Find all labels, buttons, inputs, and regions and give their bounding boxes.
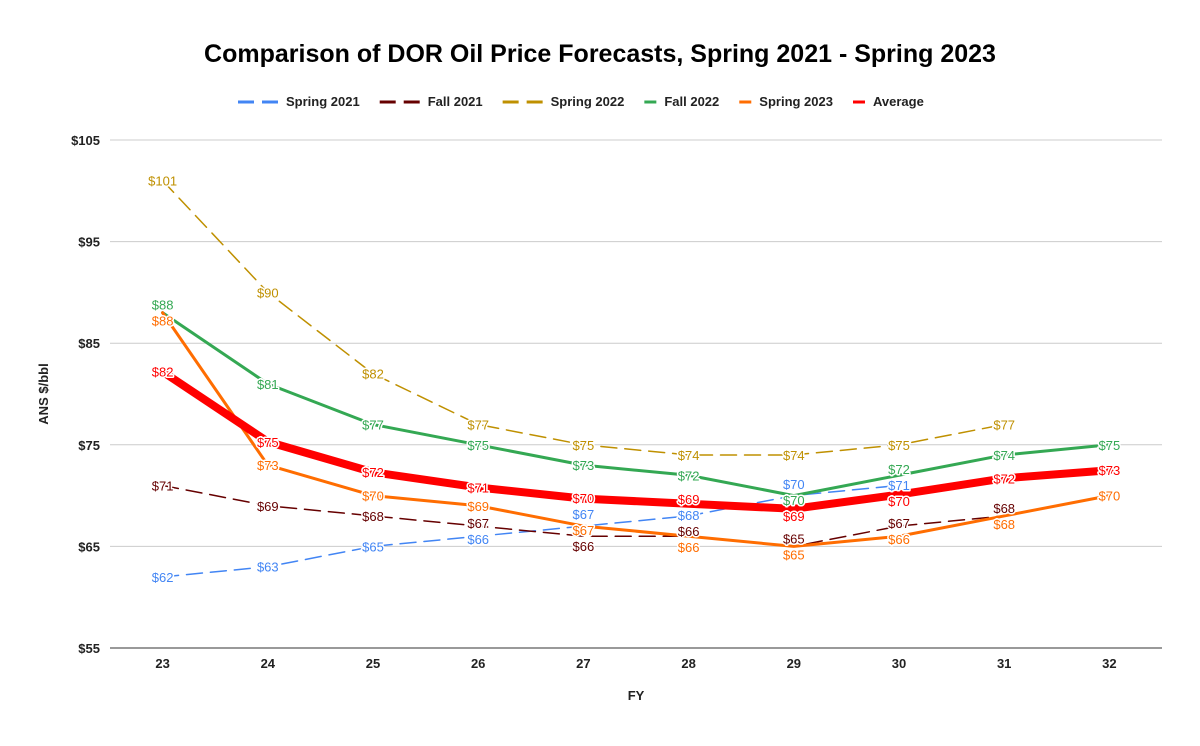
- data-label: $101: [148, 174, 177, 189]
- legend-item: Average: [852, 94, 924, 109]
- data-label: $67: [467, 516, 489, 531]
- x-tick-label: 28: [681, 656, 695, 671]
- data-label: $77: [362, 417, 384, 432]
- series-line-spring-2022: [161, 179, 1005, 456]
- data-label: $68: [993, 501, 1015, 516]
- data-label: $68: [993, 517, 1015, 532]
- series-lines: [158, 179, 1114, 578]
- data-label: $71: [152, 478, 174, 493]
- x-axis-ticks: 23 24 25 26 27 28 29 30 31 32: [155, 656, 1116, 671]
- x-tick-label: 24: [261, 656, 276, 671]
- data-label: $63: [257, 560, 279, 575]
- data-label: $88: [152, 298, 174, 313]
- data-label: $65: [362, 539, 384, 554]
- data-label: $71: [467, 480, 489, 495]
- legend-label: Average: [873, 94, 924, 109]
- legend: Spring 2021 Fall 2021 Spring 2022 Fall 2022…: [238, 94, 924, 109]
- data-label: $72: [888, 462, 910, 477]
- data-label: $82: [152, 365, 174, 380]
- series-line-average: [158, 367, 1114, 513]
- data-label: $77: [993, 417, 1015, 432]
- data-label: $74: [993, 448, 1015, 463]
- data-label: $69: [678, 492, 700, 507]
- data-label: $82: [362, 367, 384, 382]
- data-label: $77: [467, 417, 489, 432]
- x-tick-label: 23: [155, 656, 169, 671]
- data-label: $70: [888, 494, 910, 509]
- y-tick-label: $105: [71, 133, 100, 148]
- series-line-fall-2021: [161, 484, 1005, 548]
- legend-item: Spring 2023: [739, 94, 833, 109]
- data-label: $70: [783, 477, 805, 492]
- data-labels: $62$63$65 $66$67 $68$70 $71$71$69$68 $67$66$…: [147, 172, 1122, 586]
- legend-label: Spring 2021: [286, 94, 360, 109]
- data-label: $73: [257, 458, 279, 473]
- y-tick-label: $75: [78, 438, 100, 453]
- data-label: $73: [573, 458, 595, 473]
- chart-title: Comparison of DOR Oil Price Forecasts, S…: [204, 40, 996, 68]
- y-axis-label: ANS $/bbl: [36, 363, 51, 424]
- data-label: $71: [888, 478, 910, 493]
- y-tick-label: $85: [78, 336, 100, 351]
- y-axis-ticks: $55 $65 $75 $85 $95 $105: [71, 133, 100, 656]
- x-tick-label: 29: [787, 656, 801, 671]
- data-label: $74: [783, 448, 805, 463]
- x-tick-label: 25: [366, 656, 380, 671]
- series-line-spring-2023: [161, 311, 1111, 548]
- data-label: $67: [573, 507, 595, 522]
- data-label: $75: [573, 438, 595, 453]
- legend-item: Fall 2021: [379, 94, 483, 109]
- data-label: $88: [152, 314, 174, 329]
- x-tick-label: 31: [997, 656, 1011, 671]
- data-label: $62: [152, 570, 174, 585]
- data-label: $72: [993, 471, 1015, 486]
- legend-item: Fall 2022: [644, 94, 719, 109]
- x-tick-label: 27: [576, 656, 590, 671]
- data-label: $69: [783, 509, 805, 524]
- data-label: $66: [678, 540, 700, 555]
- data-label: $67: [573, 523, 595, 538]
- data-label: $72: [678, 468, 700, 483]
- x-tick-label: 26: [471, 656, 485, 671]
- legend-label: Fall 2021: [428, 94, 483, 109]
- data-label: $66: [678, 524, 700, 539]
- data-label: $66: [888, 532, 910, 547]
- data-label: $65: [783, 531, 805, 546]
- data-label: $68: [362, 509, 384, 524]
- data-label: $73: [1099, 463, 1121, 478]
- data-label: $70: [1099, 489, 1121, 504]
- data-label: $70: [573, 491, 595, 506]
- data-label: $75: [1099, 438, 1121, 453]
- data-label: $90: [257, 285, 279, 300]
- data-label: $66: [573, 539, 595, 554]
- data-label: $75: [257, 435, 279, 450]
- data-label: $81: [257, 377, 279, 392]
- legend-item: Spring 2022: [502, 94, 625, 109]
- x-tick-label: 32: [1102, 656, 1116, 671]
- y-tick-label: $65: [78, 539, 100, 554]
- legend-label: Spring 2022: [551, 94, 625, 109]
- legend-label: Fall 2022: [664, 94, 719, 109]
- x-axis-label: FY: [628, 688, 645, 703]
- data-label: $70: [362, 489, 384, 504]
- data-label: $75: [888, 438, 910, 453]
- data-label: $69: [467, 499, 489, 514]
- data-label: $69: [257, 499, 279, 514]
- y-tick-label: $95: [78, 235, 100, 250]
- y-tick-label: $55: [78, 641, 100, 656]
- data-label: $72: [362, 465, 384, 480]
- data-label: $74: [678, 448, 700, 463]
- data-label: $68: [678, 508, 700, 523]
- data-label: $70: [783, 493, 805, 508]
- legend-label: Spring 2023: [759, 94, 833, 109]
- legend-item: Spring 2021: [238, 94, 360, 109]
- data-label: $65: [783, 547, 805, 562]
- x-tick-label: 30: [892, 656, 906, 671]
- series-line-fall-2022: [161, 311, 1111, 498]
- data-label: $67: [888, 516, 910, 531]
- data-label: $75: [467, 438, 489, 453]
- data-label: $66: [467, 532, 489, 547]
